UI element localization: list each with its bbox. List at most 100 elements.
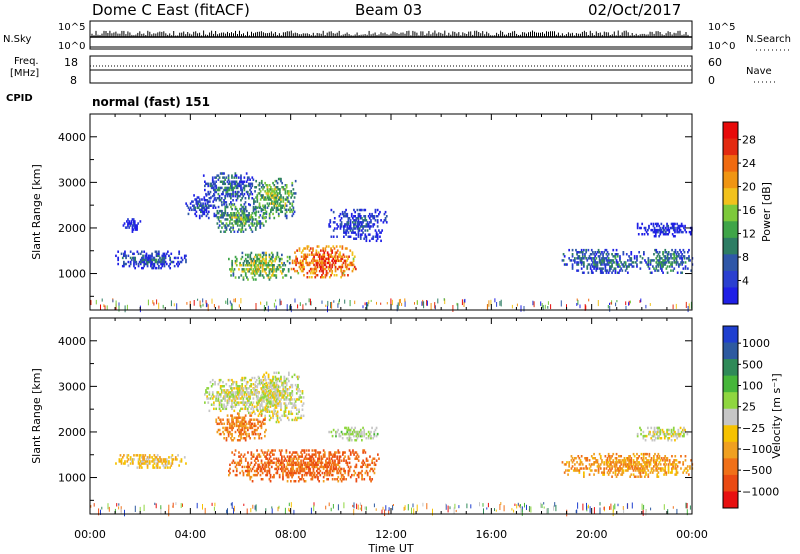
data-cell (143, 250, 146, 253)
data-cell (599, 263, 602, 266)
data-cell (233, 182, 236, 186)
data-cell (223, 182, 225, 186)
data-cell (251, 430, 254, 434)
data-cell (606, 471, 609, 474)
data-cell (222, 214, 224, 217)
data-cell (266, 206, 269, 209)
data-cell (270, 192, 272, 195)
data-cell (288, 463, 291, 467)
data-cell (317, 475, 319, 479)
data-cell (324, 249, 327, 252)
data-cell (266, 473, 269, 477)
data-cell (228, 399, 231, 402)
data-cell (307, 457, 309, 460)
data-cell (680, 251, 682, 254)
data-cell (158, 258, 160, 262)
data-cell (334, 265, 337, 269)
data-cell (250, 228, 253, 231)
data-cell (264, 455, 266, 458)
data-cell (246, 399, 249, 402)
data-cell (368, 225, 371, 228)
data-cell (266, 383, 269, 387)
data-cell (351, 253, 354, 256)
data-cell (583, 467, 585, 470)
data-cell (225, 407, 228, 411)
data-cell (171, 460, 174, 463)
data-cell (577, 261, 580, 264)
data-cell (254, 383, 256, 387)
data-cell (211, 378, 214, 382)
data-cell (243, 418, 246, 421)
data-cell (222, 176, 224, 179)
data-cell (636, 259, 638, 262)
data-cell (195, 214, 198, 218)
data-cell (329, 467, 332, 471)
data-cell (239, 194, 241, 198)
data-cell (598, 267, 601, 270)
data-cell (330, 247, 332, 250)
data-cell (318, 453, 321, 456)
data-cell (322, 475, 325, 479)
data-cell (345, 426, 347, 430)
data-cell (288, 192, 290, 195)
data-cell (625, 457, 628, 460)
data-cell (304, 255, 306, 258)
data-cell (215, 199, 218, 202)
data-cell (235, 463, 238, 467)
data-cell (592, 257, 594, 260)
data-cell (272, 266, 274, 269)
data-cell (659, 233, 662, 236)
data-cell (139, 462, 142, 465)
data-cell (279, 467, 282, 471)
data-cell (218, 176, 221, 179)
data-cell (228, 395, 231, 398)
data-cell (589, 469, 592, 472)
data-cell (275, 402, 278, 405)
data-cell (348, 461, 351, 465)
data-cell (304, 247, 306, 250)
data-cell (234, 214, 237, 217)
data-cell (260, 394, 263, 397)
data-cell (265, 473, 267, 477)
data-cell (368, 239, 371, 243)
data-cell (341, 437, 344, 440)
data-cell (125, 254, 127, 258)
data-cell (231, 383, 233, 386)
data-cell (118, 302, 120, 306)
data-cell (173, 303, 175, 307)
data-cell (245, 389, 248, 392)
data-cell (580, 257, 583, 260)
data-cell (347, 457, 350, 460)
data-cell (672, 253, 675, 256)
data-cell (279, 190, 281, 193)
data-cell (236, 389, 239, 392)
data-cell (329, 221, 332, 224)
data-cell (314, 453, 317, 456)
data-cell (579, 251, 582, 254)
data-cell (284, 198, 287, 201)
data-cell (309, 463, 311, 467)
data-cell (330, 473, 333, 477)
data-cell (246, 380, 249, 384)
data-cell (279, 394, 281, 397)
data-cell (244, 459, 247, 462)
data-cell (271, 188, 273, 191)
data-cell (339, 227, 342, 230)
data-cell (578, 255, 581, 258)
data-cell (344, 469, 346, 473)
data-cell (160, 260, 162, 264)
data-cell (590, 253, 593, 256)
data-cell (125, 256, 127, 260)
data-cell (264, 206, 267, 209)
data-cell (249, 478, 252, 481)
data-cell (312, 453, 315, 456)
data-cell (286, 255, 289, 259)
data-cell (259, 264, 262, 267)
data-cell (201, 214, 203, 218)
data-cell (577, 263, 580, 266)
data-cell (253, 428, 256, 432)
data-cell (206, 395, 209, 398)
data-cell (237, 176, 240, 179)
data-cell (160, 258, 162, 262)
data-cell (252, 465, 255, 469)
